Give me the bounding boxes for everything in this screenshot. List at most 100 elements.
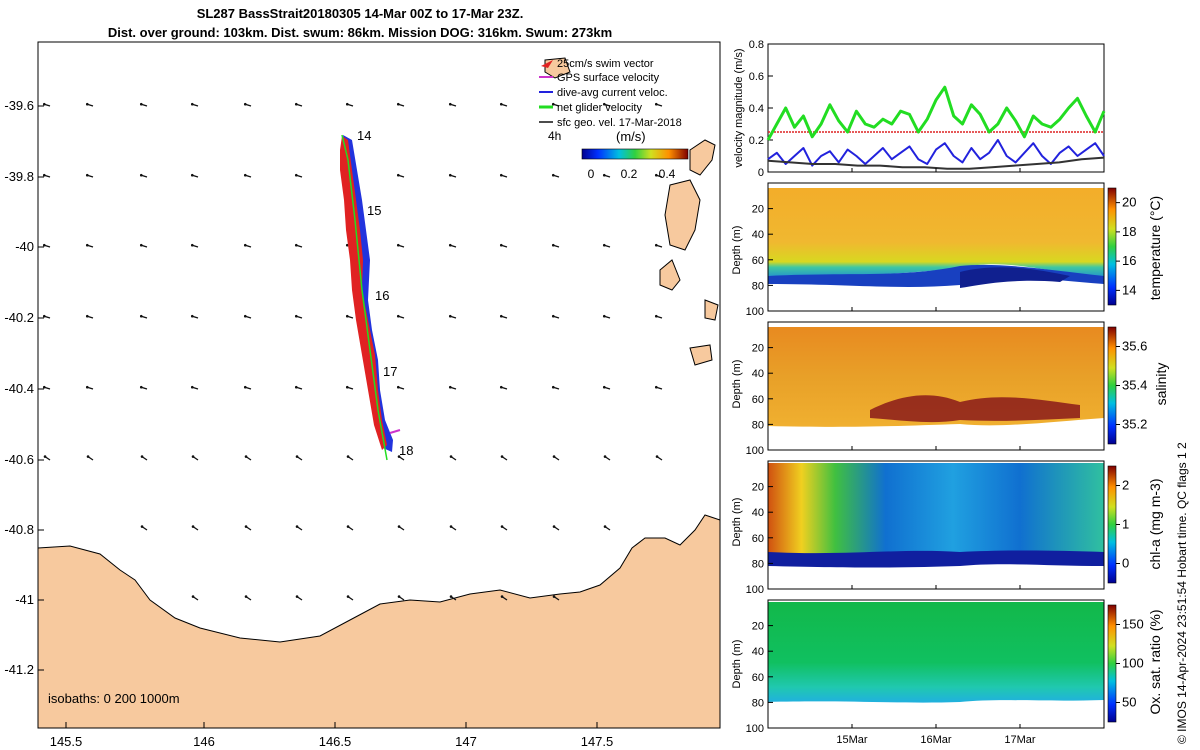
track-gps — [389, 429, 401, 434]
map-axis-ticks: 145.5 146 146.5 147 147.5 -39.6 -39.8 -40 -40.2 -… — [4, 98, 613, 749]
depth-tick-label: 100 — [746, 306, 764, 318]
depth-tick-label: 80 — [752, 419, 764, 431]
current-arrow-head — [190, 173, 194, 177]
current-arrow-head — [43, 455, 47, 458]
cb-tick-1: 0.2 — [621, 167, 638, 181]
current-arrow-head — [396, 314, 400, 318]
depth-tick-label: 40 — [752, 507, 764, 519]
lon-tick-label: 147 — [455, 734, 477, 749]
oxygen-ylabel: Depth (m) — [731, 640, 743, 689]
velocity-ylabel: velocity magnitude (m/s) — [733, 48, 745, 167]
lon-tick-label: 146.5 — [319, 734, 352, 749]
current-arrow-head — [551, 243, 555, 247]
lon-tick-label: 147.5 — [581, 734, 614, 749]
current-arrow-head — [243, 243, 247, 247]
current-arrow-head — [346, 455, 350, 458]
current-arrow-head — [449, 525, 453, 528]
current-arrow-head — [499, 385, 503, 389]
day-label-14: 14 — [357, 128, 371, 143]
current-arrow-head — [243, 102, 247, 106]
surface-current-arrows — [42, 102, 663, 601]
current-arrow-head — [243, 173, 247, 177]
current-arrow-head — [448, 314, 452, 318]
day-label-18: 18 — [399, 443, 413, 458]
current-arrow-head — [396, 173, 400, 177]
track-net-glider — [341, 134, 388, 461]
current-arrow-head — [654, 314, 658, 318]
current-arrow-head — [85, 173, 89, 177]
current-arrow-head — [294, 314, 298, 318]
lat-tick-label: -41 — [15, 592, 34, 607]
current-arrow-head — [602, 102, 606, 106]
current-arrow-head — [654, 102, 658, 106]
current-arrow-head — [449, 595, 453, 598]
chart-title: SL287 BassStrait20180305 14-Mar 00Z to 1… — [196, 6, 524, 21]
colorbar-tick-label: 150 — [1122, 617, 1144, 632]
colorbar-tick-label: 2 — [1122, 478, 1129, 493]
current-arrow-head — [42, 102, 46, 106]
current-arrow-head — [448, 243, 452, 247]
current-arrow-head — [449, 455, 453, 458]
current-arrow-head — [191, 595, 195, 598]
current-arrow-head — [190, 385, 194, 389]
chla-panel: Depth (m) chl-a (mg m-3) — [731, 460, 1163, 590]
current-arrow-head — [552, 525, 556, 528]
track-swim-vectors — [340, 136, 387, 450]
current-arrow-head — [345, 243, 349, 247]
current-arrow-head — [655, 455, 659, 458]
cb-tick-2: 0.4 — [659, 167, 676, 181]
lat-tick-label: -40.6 — [4, 452, 34, 467]
day-label-16: 16 — [375, 288, 389, 303]
velocity-tick-label: 0.2 — [749, 135, 764, 147]
colorbar-tick-label: 16 — [1122, 253, 1136, 268]
depth-tick-label: 100 — [746, 445, 764, 457]
current-arrow-head — [140, 455, 144, 458]
current-arrow-head — [86, 455, 90, 458]
colorbar-tick-label: 1 — [1122, 517, 1129, 532]
lat-tick-label: -41.2 — [4, 662, 34, 677]
depth-tick-label: 20 — [752, 204, 764, 216]
chla-clabel: chl-a (mg m-3) — [1147, 478, 1163, 569]
velocity-tick-label: 0 — [758, 167, 764, 179]
current-arrow-head — [243, 314, 247, 318]
day-label-15: 15 — [367, 203, 381, 218]
imos-note: © IMOS 14-Apr-2024 23:51:54 Hobart time.… — [1175, 442, 1189, 744]
current-arrow-head — [139, 173, 143, 177]
legend-unit: (m/s) — [616, 129, 646, 144]
lat-tick-label: -40.2 — [4, 310, 34, 325]
current-arrow-head — [294, 385, 298, 389]
lat-tick-label: -40.4 — [4, 381, 34, 396]
temperature-panel: Depth (m) temperature (°C) — [731, 182, 1163, 312]
chla-colorbar — [1107, 465, 1117, 584]
velocity-tick-label: 0.6 — [749, 71, 764, 83]
legend-hours: 4h — [548, 129, 561, 143]
depth-tick-label: 60 — [752, 533, 764, 545]
current-arrow-head — [654, 173, 658, 177]
depth-tick-label: 60 — [752, 672, 764, 684]
colorbar-tick-label: 14 — [1122, 282, 1136, 297]
current-arrow-head — [85, 314, 89, 318]
current-arrow-head — [139, 243, 143, 247]
colorbar-tick-label: 35.2 — [1122, 417, 1147, 432]
current-arrow-head — [500, 525, 504, 528]
lat-tick-label: -40.8 — [4, 522, 34, 537]
salinity-ylabel: Depth (m) — [731, 360, 743, 409]
colorbar-tick-label: 50 — [1122, 695, 1136, 710]
depth-tick-label: 100 — [746, 723, 764, 735]
legend-colorbar — [581, 148, 689, 160]
depth-tick-label: 80 — [752, 280, 764, 292]
current-arrow-head — [85, 102, 89, 106]
colorbar-tick-label: 18 — [1122, 224, 1136, 239]
lat-tick-label: -39.8 — [4, 169, 34, 184]
current-arrow-head — [551, 385, 555, 389]
current-arrow-head — [42, 314, 46, 318]
day-label-17: 17 — [383, 364, 397, 379]
current-arrow-head — [294, 173, 298, 177]
current-arrow-head — [42, 173, 46, 177]
lat-tick-label: -39.6 — [4, 98, 34, 113]
depth-tick-label: 20 — [752, 621, 764, 633]
current-arrow-head — [191, 525, 195, 528]
current-arrow-head — [448, 102, 452, 106]
current-arrow-head — [191, 455, 195, 458]
